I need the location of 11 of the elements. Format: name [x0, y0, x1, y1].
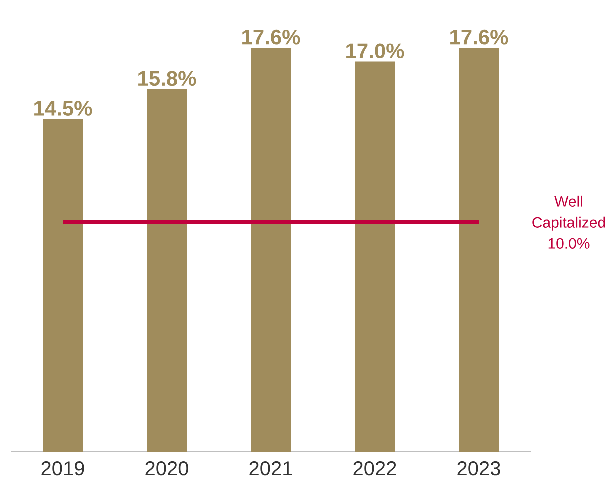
data-label: 17.6% — [242, 30, 300, 45]
data-label: 17.0% — [346, 44, 404, 59]
x-tick-label: 2021 — [250, 462, 292, 476]
x-tick-label: 2019 — [42, 462, 84, 476]
data-label: 14.5% — [34, 101, 92, 116]
x-tick-label: 2022 — [354, 462, 396, 476]
data-label: 17.6% — [450, 30, 508, 45]
x-tick-label: 2023 — [458, 462, 500, 476]
x-tick-label: 2020 — [146, 462, 188, 476]
data-label: 15.8% — [138, 71, 196, 86]
ref-line-label: Well Capitalized 10.0% — [532, 196, 606, 249]
